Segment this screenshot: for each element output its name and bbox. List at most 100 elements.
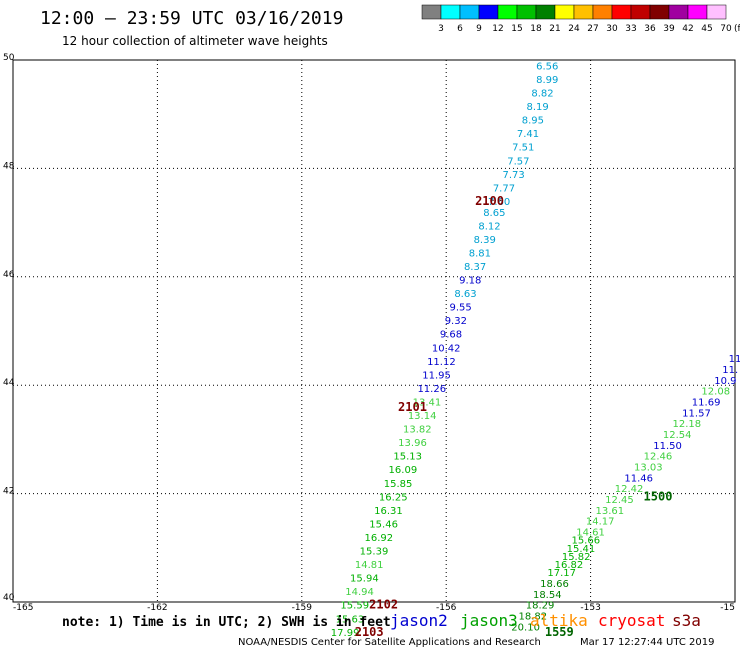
wave-height-value: 16.92 [364, 533, 393, 544]
y-tick-label: 46 [3, 270, 15, 280]
wave-height-value: 8.81 [469, 248, 491, 259]
time-label: 2102 [369, 598, 398, 612]
x-tick-label: -165 [13, 603, 33, 613]
colorbar-swatch [611, 4, 632, 20]
wave-height-value: 16.82 [555, 560, 584, 571]
wave-height-value: 11.12 [427, 357, 456, 368]
colorbar-swatch [592, 4, 613, 20]
colorbar-swatch [421, 4, 442, 20]
y-tick-label: 40 [3, 593, 15, 603]
wave-height-value: 12.18 [673, 419, 702, 430]
credit-text: NOAA/NESDIS Center for Satellite Applica… [238, 637, 541, 648]
wave-height-value: 13.41 [413, 397, 442, 408]
wave-height-value: 12.46 [644, 452, 673, 463]
wave-height-value: 13.03 [634, 463, 663, 474]
colorbar-unit: (ft) [734, 24, 740, 34]
wave-height-value: 15.94 [350, 574, 379, 585]
x-tick-label: -153 [580, 603, 600, 613]
wave-height-value: 8.12 [478, 221, 500, 232]
x-tick-label: -156 [436, 603, 457, 613]
wave-height-value: 14.61 [576, 528, 605, 539]
wave-height-value: 7.57 [507, 156, 529, 167]
colorbar-swatch [516, 4, 537, 20]
colorbar-tick-label: 42 [682, 24, 693, 34]
colorbar-swatch [440, 4, 461, 20]
colorbar-swatch [554, 4, 575, 20]
wave-height-value: 11.46 [624, 473, 653, 484]
satellite-s3a: s3a [672, 611, 701, 630]
wave-height-value: 12.54 [663, 430, 692, 441]
wave-height-value: 12.42 [615, 484, 644, 495]
wave-height-value: 17.99 [331, 628, 360, 639]
time-label: 2101 [398, 400, 427, 414]
chart-subtitle: 12 hour collection of altimeter wave hei… [62, 34, 328, 48]
wave-height-value: 13.61 [596, 506, 625, 517]
colorbar-swatch [706, 4, 727, 20]
colorbar-swatch [687, 4, 708, 20]
colorbar-swatch [459, 4, 480, 20]
wave-height-value: 16.09 [389, 465, 418, 476]
wave-height-value: 8.95 [522, 116, 544, 127]
colorbar-swatch [668, 4, 689, 20]
axis-ticks: -165 -162 -159 -156 -153 -15 40 42 44 46 48 50 [3, 53, 735, 613]
satellite-altika: altika [530, 611, 588, 630]
y-tick-label: 50 [3, 53, 15, 63]
wave-height-value: 7.77 [493, 183, 515, 194]
note-text: note: 1) Time is in UTC; 2) SWH is in fe… [62, 615, 391, 630]
wave-height-value: 16.31 [374, 506, 403, 517]
wave-height-value: 12.08 [701, 387, 730, 398]
wave-height-value: 7.73 [502, 170, 524, 181]
colorbar-tick-label: 21 [549, 24, 560, 34]
wave-height-value: 14.81 [355, 560, 384, 571]
colorbar-tick-label: 6 [457, 24, 463, 34]
wave-height-value: 7.41 [517, 129, 539, 140]
wave-height-value: 16.25 [379, 492, 408, 503]
colorbar-swatch [478, 4, 499, 20]
wave-height-value: 15.41 [567, 544, 596, 555]
colorbar-tick-label: 3 [438, 24, 444, 34]
wave-height-value: 7.51 [512, 143, 534, 154]
wave-height-value: 15.85 [384, 479, 413, 490]
wave-height-labels: 6.56 8.99 8.82 8.19 8.95 7.41 7.51 7.57 7.73 7.77… [331, 61, 740, 638]
x-tick-label: -15 [720, 603, 735, 613]
y-tick-label: 44 [3, 378, 15, 388]
time-label: 2103 [355, 625, 384, 639]
y-tick-label: 42 [3, 487, 14, 497]
wave-height-value: 15.66 [571, 536, 600, 547]
wave-height-value: 18.82 [519, 612, 548, 623]
wave-height-value: 11. [722, 365, 738, 376]
colorbar-swatch [649, 4, 670, 20]
wave-height-value: 11 [729, 354, 740, 365]
wave-height-value: 9.18 [459, 276, 481, 287]
colorbar-tick-label: 30 [606, 24, 618, 34]
time-label: 1500 [644, 489, 673, 503]
wave-height-value: 15.59 [340, 601, 369, 612]
colorbar-tick-label: 36 [644, 24, 656, 34]
colorbar-swatch [497, 4, 518, 20]
x-tick-label: -162 [147, 603, 167, 613]
y-tick-label: 48 [3, 161, 15, 171]
wave-height-value: 15.46 [369, 519, 398, 530]
colorbar-tick-label: 15 [511, 24, 522, 34]
wave-height-value: 13.14 [408, 411, 437, 422]
wave-height-value: 11.50 [653, 441, 682, 452]
time-label: 1559 [545, 625, 574, 639]
colorbar-tick-label: 18 [530, 24, 542, 34]
wave-height-value: 15.13 [393, 452, 422, 463]
time-label: 2100 [475, 194, 504, 208]
colorbar-tick-label: 33 [625, 24, 636, 34]
satellite-jason2: jason2 [390, 611, 448, 630]
wave-height-value: 8.19 [527, 102, 549, 113]
wave-height-value: 11.26 [417, 384, 446, 395]
wave-height-value: 18.54 [533, 590, 562, 601]
wave-height-value: 6.56 [536, 61, 558, 72]
wave-height-value: 10.42 [432, 343, 461, 354]
wave-height-value: 14.94 [345, 587, 374, 598]
wave-height-value: 9.32 [445, 316, 467, 327]
wave-height-value: 9.68 [440, 330, 462, 341]
plot-frame [12, 59, 736, 603]
wave-height-value: 8.82 [531, 89, 553, 100]
wave-height-value: 18.29 [526, 601, 555, 612]
wave-height-value: 11.69 [692, 397, 721, 408]
wave-height-value: 12.45 [605, 495, 634, 506]
